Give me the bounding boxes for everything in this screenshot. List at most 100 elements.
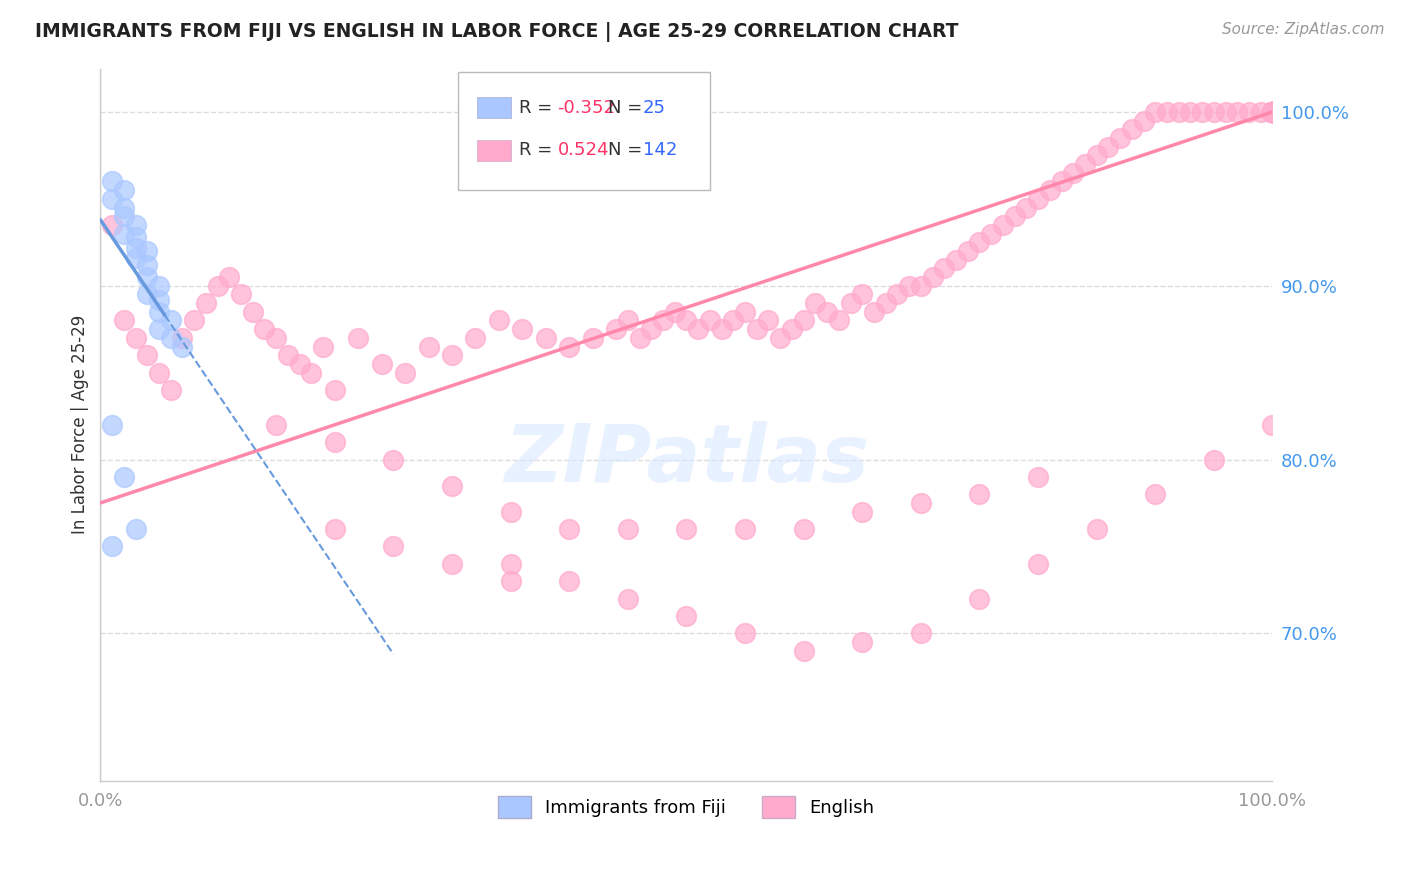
Point [253,322,276,336]
Point [1261,105,1284,120]
Point [264,417,287,432]
Point [734,522,756,536]
Point [1261,105,1284,120]
Point [183,313,205,327]
Point [1261,105,1284,120]
Point [758,313,780,327]
Point [723,313,745,327]
Point [148,278,170,293]
Point [793,522,815,536]
Point [863,305,886,319]
Point [1144,487,1167,501]
Point [288,357,311,371]
Point [1261,105,1284,120]
Point [124,218,146,232]
Point [347,331,370,345]
Point [980,227,1002,241]
Point [664,305,686,319]
Point [839,296,862,310]
Point [418,340,440,354]
Point [1202,452,1225,467]
Point [101,218,124,232]
Point [1132,113,1154,128]
Text: Source: ZipAtlas.com: Source: ZipAtlas.com [1222,22,1385,37]
Point [688,322,710,336]
Point [1261,105,1284,120]
Point [159,331,181,345]
Point [382,452,405,467]
Point [1261,105,1284,120]
Point [910,278,932,293]
Point [582,331,605,345]
Point [1085,522,1108,536]
Text: IMMIGRANTS FROM FIJI VS ENGLISH IN LABOR FORCE | AGE 25-29 CORRELATION CHART: IMMIGRANTS FROM FIJI VS ENGLISH IN LABOR… [35,22,959,42]
Point [640,322,662,336]
Point [124,522,146,536]
Point [101,540,124,554]
Point [136,287,159,301]
Point [323,383,346,397]
Point [464,331,486,345]
Point [910,496,932,510]
Point [488,313,510,327]
Point [1261,105,1284,120]
Point [558,522,581,536]
Point [1261,105,1284,120]
Point [898,278,921,293]
Point [851,287,873,301]
Point [969,487,991,501]
Point [440,478,463,492]
Point [1167,105,1189,120]
Point [112,209,135,223]
Point [793,643,815,657]
Legend: Immigrants from Fiji, English: Immigrants from Fiji, English [491,789,882,825]
Point [299,366,322,380]
Y-axis label: In Labor Force | Age 25-29: In Labor Force | Age 25-29 [72,315,89,534]
Point [323,522,346,536]
Point [956,244,979,258]
Point [148,322,170,336]
Text: 25: 25 [643,99,666,117]
Point [921,270,943,285]
Point [124,230,146,244]
Point [710,322,733,336]
Point [851,635,873,649]
Point [534,331,557,345]
Text: N =: N = [607,142,648,160]
Point [769,331,792,345]
Point [370,357,392,371]
Point [1085,148,1108,162]
Point [1097,139,1119,153]
Point [875,296,897,310]
Point [1121,122,1143,136]
Point [605,322,627,336]
Text: -0.352: -0.352 [558,99,616,117]
Point [675,608,697,623]
Point [148,293,170,307]
FancyBboxPatch shape [477,140,510,161]
Text: R =: R = [519,142,558,160]
Point [652,313,675,327]
Point [394,366,416,380]
Point [804,296,827,310]
Point [159,383,181,397]
Point [440,557,463,571]
Point [699,313,721,327]
Point [617,591,640,606]
Point [1191,105,1213,120]
Point [1004,209,1026,223]
Point [780,322,803,336]
Point [934,261,956,276]
Point [1261,105,1284,120]
Point [851,505,873,519]
Point [675,313,697,327]
Point [194,296,217,310]
Point [1261,105,1284,120]
Point [172,331,194,345]
Point [148,366,170,380]
Point [277,348,299,362]
Point [264,331,287,345]
Point [1261,105,1284,120]
Point [1250,105,1272,120]
Point [1261,105,1284,120]
